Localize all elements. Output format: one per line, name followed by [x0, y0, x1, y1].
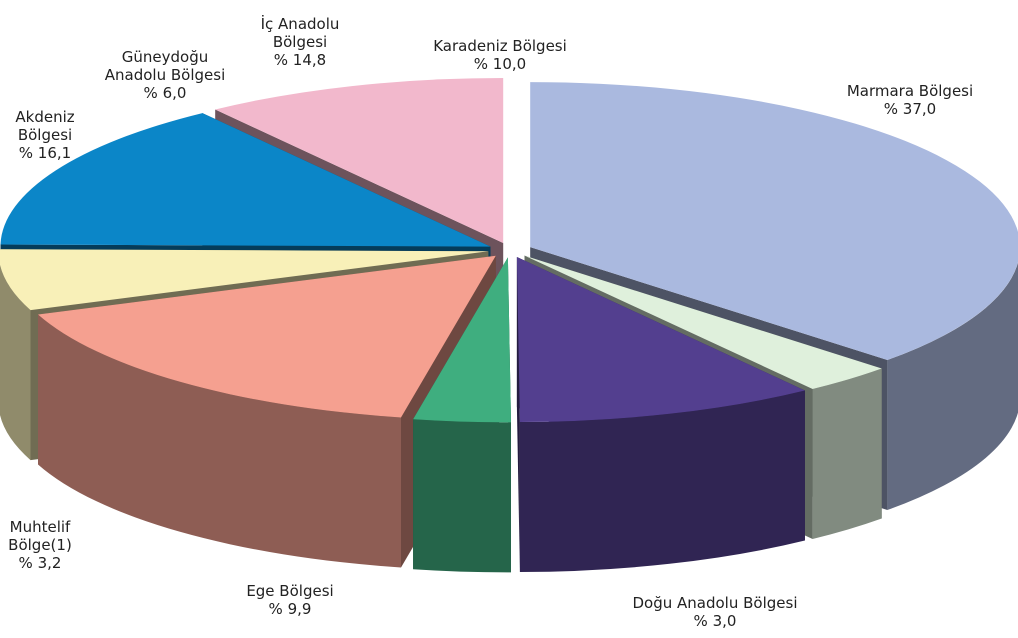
value-label: % 37,0: [883, 100, 937, 118]
category: Karadeniz Bölgesi: [433, 37, 567, 55]
slice-label: Karadeniz Bölgesi% 10,0: [400, 37, 600, 73]
value-label: % 6,0: [143, 84, 187, 102]
value-label: % 3,0: [693, 612, 737, 630]
slice-label: Güneydoğu Anadolu Bölgesi% 6,0: [95, 48, 235, 102]
category: Muhtelif Bölge(1): [8, 518, 72, 554]
slice: [530, 82, 1018, 360]
category: Akdeniz Bölgesi: [15, 108, 75, 144]
value-label: % 10,0: [473, 55, 527, 73]
slice-label: Muhtelif Bölge(1)% 3,2: [0, 518, 80, 572]
slice-label: Ege Bölgesi% 9,9: [220, 582, 360, 618]
slice: [38, 255, 496, 418]
category: Ege Bölgesi: [246, 582, 334, 600]
slice: [516, 257, 805, 422]
slice-wall: [887, 262, 1018, 510]
category: Doğu Anadolu Bölgesi: [632, 594, 798, 612]
slice: [524, 255, 882, 389]
slice: [0, 249, 489, 311]
slice-label: Akdeniz Bölgesi% 16,1: [5, 108, 85, 162]
value-label: % 3,2: [18, 554, 62, 572]
slice-side: [516, 257, 520, 572]
slice-wall: [38, 314, 401, 568]
slice: [215, 78, 504, 243]
slice: [413, 257, 511, 423]
category: İç Anadolu Bölgesi: [260, 15, 340, 51]
value-label: % 9,9: [268, 600, 312, 618]
slice-wall: [812, 368, 882, 539]
value-label: % 16,1: [18, 144, 72, 162]
category: Marmara Bölgesi: [846, 82, 974, 100]
slice: [0, 113, 491, 247]
category: Güneydoğu Anadolu Bölgesi: [104, 48, 226, 84]
slice-label: İç Anadolu Bölgesi% 14,8: [250, 15, 350, 69]
slice-label: Doğu Anadolu Bölgesi% 3,0: [605, 594, 825, 630]
slice-wall: [0, 264, 31, 461]
slice-wall: [519, 390, 805, 572]
slice-label: Marmara Bölgesi% 37,0: [835, 82, 985, 118]
slice-wall: [413, 419, 511, 573]
value-label: % 14,8: [273, 51, 327, 69]
